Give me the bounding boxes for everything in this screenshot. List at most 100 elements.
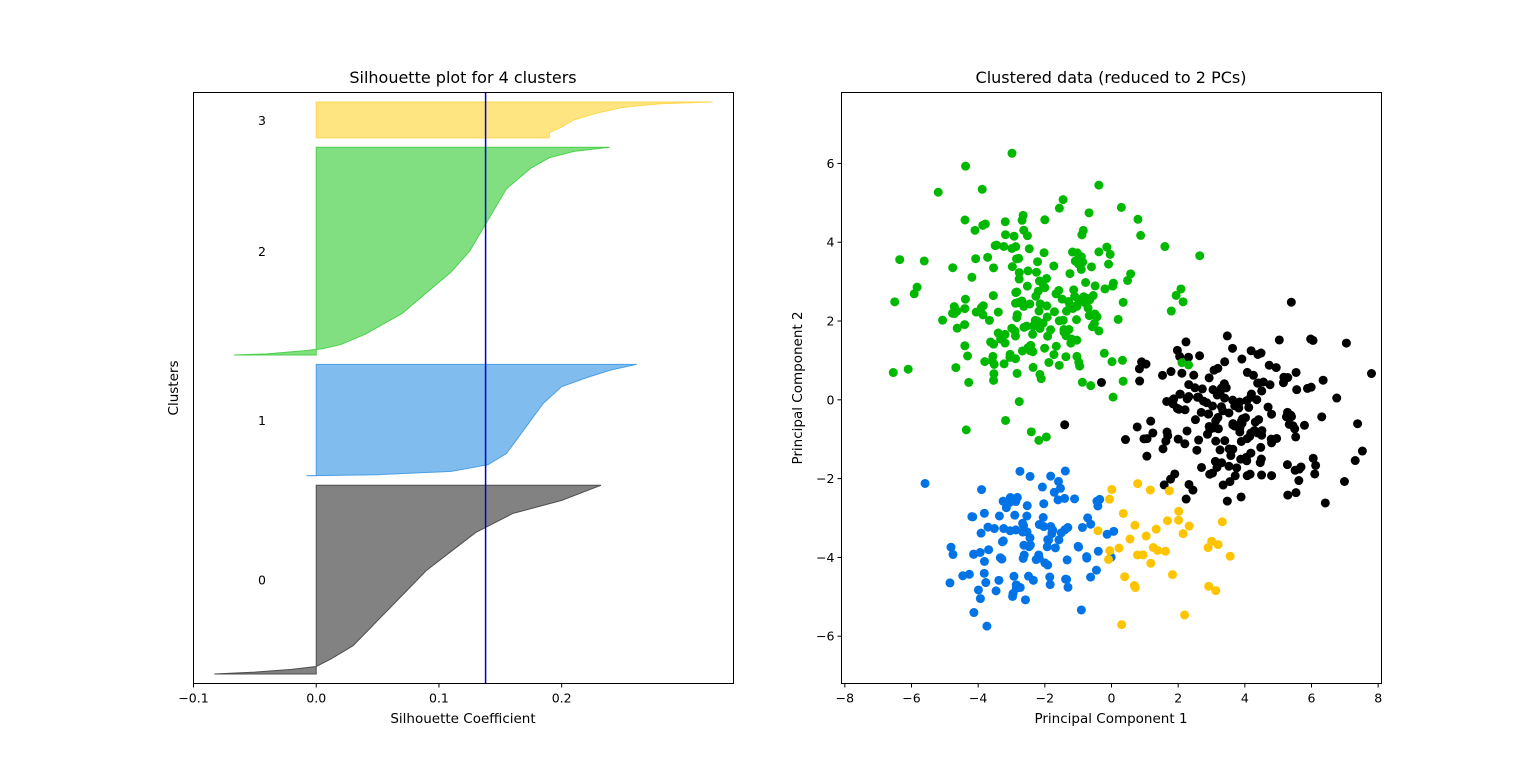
scatter-point xyxy=(979,568,989,578)
scatter-y-tick-label: −2 xyxy=(816,471,834,486)
scatter-point xyxy=(1224,408,1234,418)
scatter-point xyxy=(1184,521,1194,531)
scatter-point xyxy=(1180,610,1190,620)
scatter-point xyxy=(988,291,998,301)
scatter-point xyxy=(948,549,958,559)
scatter-point xyxy=(1025,533,1035,543)
scatter-point xyxy=(1264,360,1274,370)
scatter-point xyxy=(1332,393,1342,403)
scatter-point xyxy=(1019,550,1029,560)
scatter-point xyxy=(1320,498,1330,508)
scatter-point xyxy=(1070,291,1080,301)
scatter-xlabel: Principal Component 1 xyxy=(1034,711,1187,727)
scatter-point xyxy=(1160,242,1170,252)
scatter-point xyxy=(992,240,1002,250)
scatter-point xyxy=(1242,396,1252,406)
scatter-title: Clustered data (reduced to 2 PCs) xyxy=(976,68,1247,87)
scatter-point xyxy=(1164,486,1174,496)
scatter-point xyxy=(1235,427,1245,437)
scatter-point xyxy=(1094,326,1104,336)
scatter-point xyxy=(1130,520,1140,530)
scatter-point xyxy=(1074,357,1084,367)
silhouette-cluster-label: 1 xyxy=(258,413,266,428)
scatter-point xyxy=(1046,471,1056,481)
scatter-point xyxy=(984,315,994,325)
scatter-point xyxy=(997,554,1007,564)
scatter-point xyxy=(1222,496,1232,506)
scatter-point xyxy=(1076,264,1086,274)
scatter-point xyxy=(1183,352,1193,362)
scatter-point xyxy=(1232,463,1242,473)
scatter-point xyxy=(1054,203,1064,213)
scatter-point xyxy=(1311,460,1321,470)
scatter-point xyxy=(1031,291,1041,301)
scatter-point xyxy=(1142,451,1152,461)
scatter-point xyxy=(1014,268,1024,278)
scatter-point xyxy=(1019,322,1029,332)
scatter-point xyxy=(1078,257,1088,267)
scatter-point xyxy=(981,578,991,588)
silhouette-cluster-0 xyxy=(214,484,602,675)
scatter-point xyxy=(1072,335,1082,345)
silhouette-panel: Silhouette plot for 4 clusters 0 1 2 3 −0.1… xyxy=(166,68,734,727)
scatter-point xyxy=(945,578,955,588)
scatter-point xyxy=(1105,546,1115,556)
scatter-point xyxy=(1125,534,1135,544)
scatter-point xyxy=(1094,247,1104,257)
scatter-point xyxy=(1217,517,1227,527)
scatter-point xyxy=(1062,574,1072,584)
scatter-point xyxy=(973,585,983,595)
scatter-point xyxy=(1204,421,1214,431)
scatter-point xyxy=(1134,364,1144,374)
scatter-point xyxy=(1225,551,1235,561)
scatter-point xyxy=(1102,242,1112,252)
scatter-point xyxy=(958,571,968,581)
scatter-point xyxy=(1054,285,1064,295)
scatter-point xyxy=(1022,501,1032,511)
scatter-point xyxy=(1130,583,1140,593)
scatter-point xyxy=(1218,480,1228,490)
scatter-point xyxy=(1104,259,1114,269)
scatter-point xyxy=(967,512,977,522)
scatter-point xyxy=(1065,269,1075,279)
scatter-point xyxy=(1108,392,1118,402)
scatter-point xyxy=(1071,301,1081,311)
scatter-point xyxy=(1181,337,1191,347)
scatter-ylabel: Principal Component 2 xyxy=(790,311,806,464)
scatter-y-axis: −6 −4 −2 0 2 4 6 xyxy=(816,156,842,644)
scatter-point xyxy=(961,161,971,171)
scatter-point xyxy=(961,425,971,435)
scatter-point xyxy=(1092,496,1102,506)
scatter-point xyxy=(1178,297,1188,307)
scatter-point xyxy=(1267,409,1277,419)
scatter-point xyxy=(1049,307,1059,317)
scatter-point xyxy=(1042,273,1052,283)
scatter-point xyxy=(1107,357,1117,367)
scatter-point xyxy=(1046,325,1056,335)
scatter-point xyxy=(951,363,961,373)
scatter-point xyxy=(1178,529,1188,539)
scatter-point xyxy=(1113,314,1123,324)
scatter-point xyxy=(1174,506,1184,516)
scatter-point xyxy=(1086,262,1096,272)
scatter-point xyxy=(1139,434,1149,444)
scatter-point xyxy=(1291,367,1301,377)
scatter-point xyxy=(1255,458,1265,468)
scatter-point xyxy=(1072,248,1082,258)
scatter-point xyxy=(1118,508,1128,518)
scatter-point xyxy=(1076,605,1086,615)
scatter-point xyxy=(1256,442,1266,452)
scatter-point xyxy=(1173,434,1183,444)
scatter-point xyxy=(1242,434,1252,444)
scatter-point xyxy=(1034,435,1044,445)
scatter-point xyxy=(952,323,962,333)
scatter-point xyxy=(1241,452,1251,462)
scatter-point xyxy=(1031,267,1041,277)
scatter-point xyxy=(1020,595,1030,605)
scatter-point xyxy=(1225,477,1235,487)
scatter-point xyxy=(1250,417,1260,427)
scatter-point xyxy=(1318,375,1328,385)
scatter-point xyxy=(1050,543,1060,553)
scatter-y-tick-label: −6 xyxy=(816,629,834,644)
scatter-point xyxy=(1039,281,1049,291)
